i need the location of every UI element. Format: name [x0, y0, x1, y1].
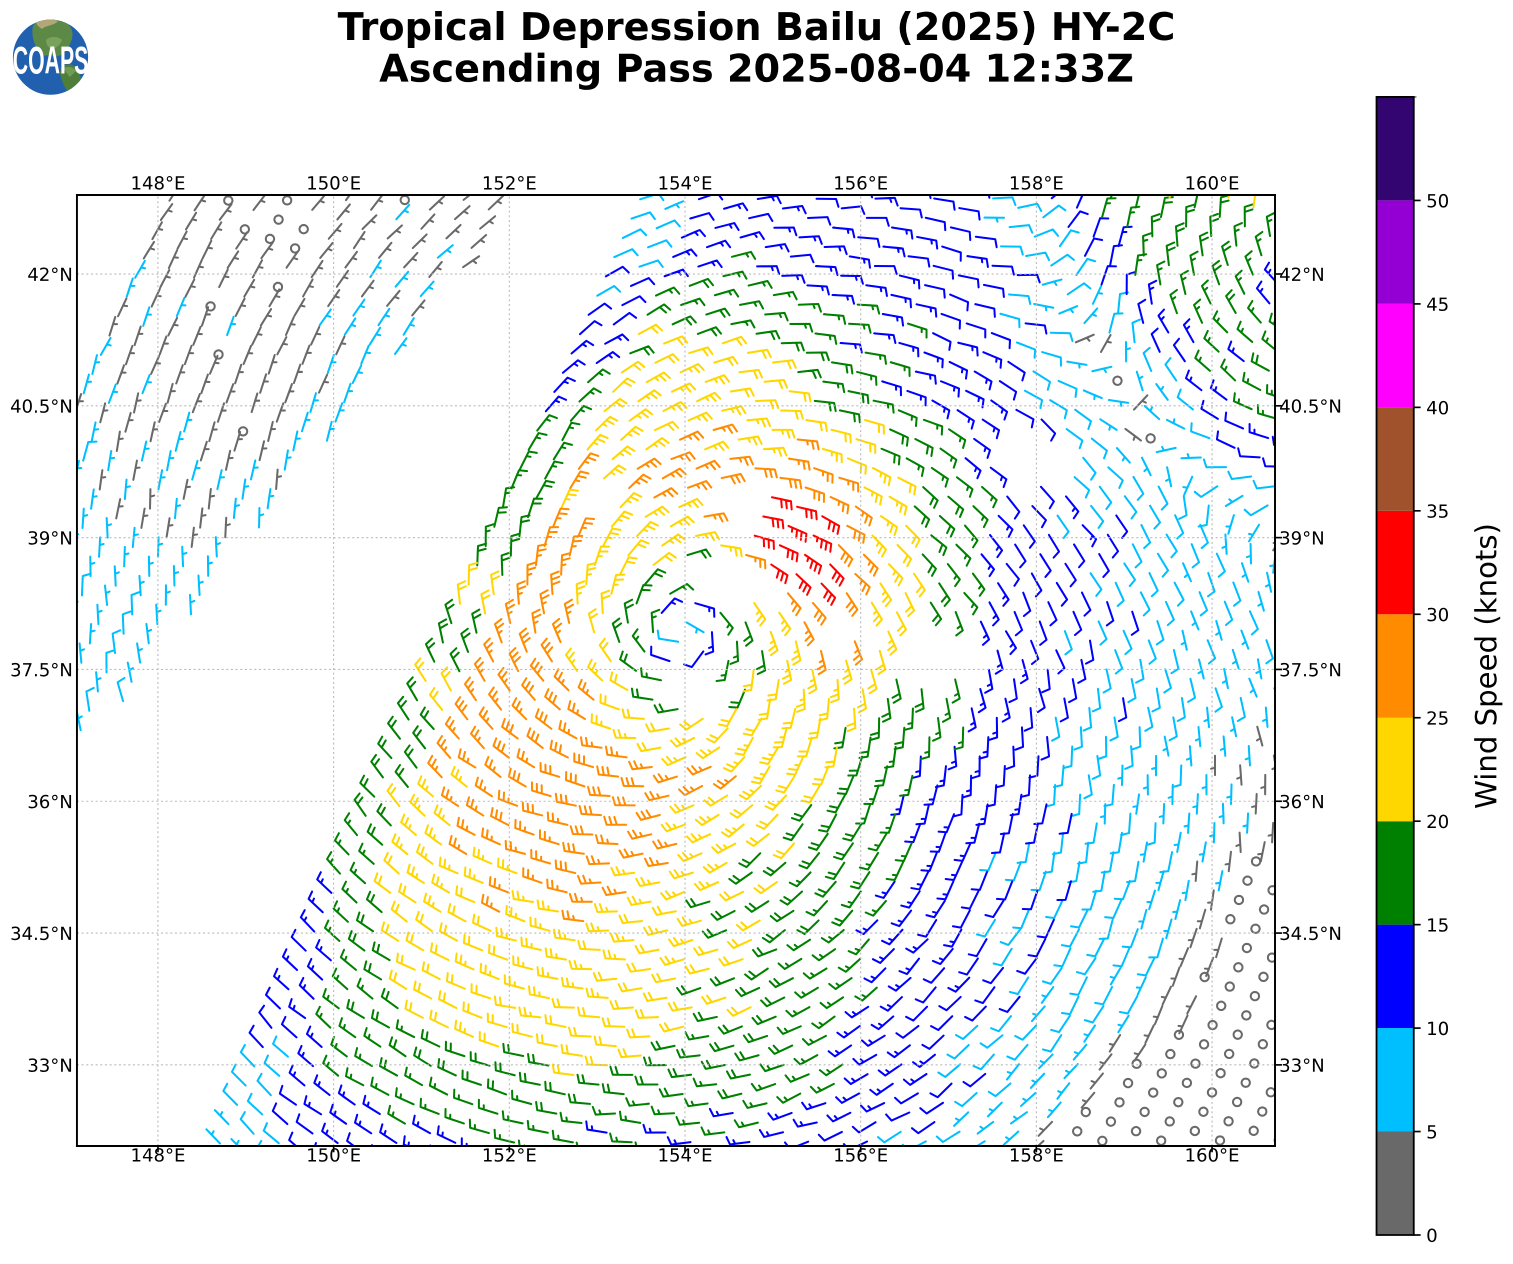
- svg-text:COAPS: COAPS: [13, 39, 89, 82]
